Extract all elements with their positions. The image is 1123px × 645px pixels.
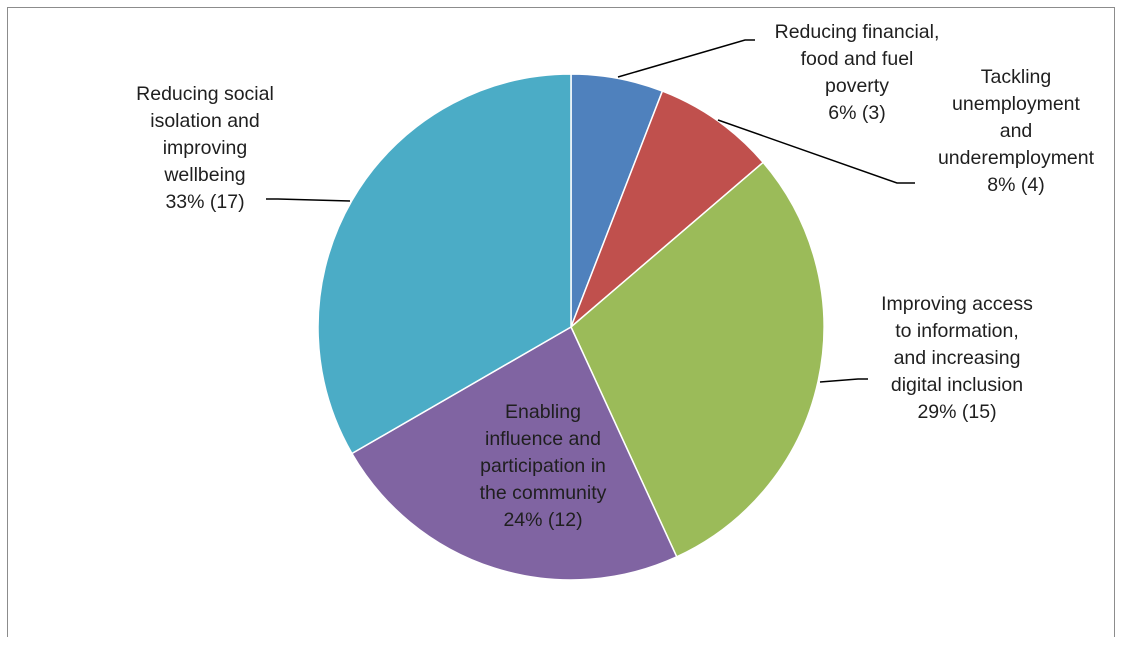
data-label-line: digital inclusion [891, 374, 1023, 396]
data-label-2: Tackling unemployment and underemployment 8%… [938, 66, 1095, 196]
leader-line-1 [617, 39, 755, 78]
data-label-line: poverty [825, 75, 889, 97]
data-label-3: Improving access to information, and incre… [881, 293, 1033, 423]
pie-slice-4 [350, 325, 678, 581]
data-label-line: Improving access [881, 293, 1033, 315]
data-label-5: Reducing social isolation and improving wel… [136, 83, 274, 213]
data-label-line: and [1000, 120, 1033, 142]
data-label-line: wellbeing [163, 164, 245, 186]
data-label-line: improving [163, 137, 248, 159]
leader-line-3 [819, 378, 868, 383]
leader-lines [266, 39, 915, 383]
pie-slices [317, 73, 825, 581]
data-label-line: unemployment [952, 93, 1080, 115]
pie-slice-5 [317, 73, 572, 455]
data-label-1: Reducing financial, food and fuel poverty 6… [775, 21, 940, 124]
data-label-value: 8% (4) [987, 174, 1044, 196]
data-label-line: underemployment [938, 147, 1095, 169]
leader-line-5 [266, 198, 351, 202]
data-label-line: the community [480, 482, 607, 504]
data-label-line: and increasing [894, 347, 1021, 369]
pie-slice-3 [570, 161, 825, 558]
data-label-value: 24% (12) [503, 509, 582, 531]
data-label-4: Enabling influence and participation in the… [480, 401, 607, 531]
data-label-value: 6% (3) [828, 102, 885, 124]
data-label-line: food and fuel [801, 48, 914, 70]
data-label-line: Reducing financial, [775, 21, 940, 43]
data-label-line: isolation and [150, 110, 260, 132]
data-label-value: 33% (17) [165, 191, 244, 213]
data-label-line: influence and [485, 428, 601, 450]
data-label-line: Tackling [981, 66, 1051, 88]
data-label-value: 29% (15) [917, 401, 996, 423]
data-label-line: participation in [480, 455, 606, 477]
data-label-line: Enabling [505, 401, 581, 423]
pie-slice-2 [570, 90, 765, 328]
data-label-line: Reducing social [136, 83, 274, 105]
leader-line-2 [717, 119, 915, 184]
data-label-line: to information, [895, 320, 1019, 342]
data-labels: Reducing financial, food and fuel poverty 6… [136, 21, 1094, 531]
